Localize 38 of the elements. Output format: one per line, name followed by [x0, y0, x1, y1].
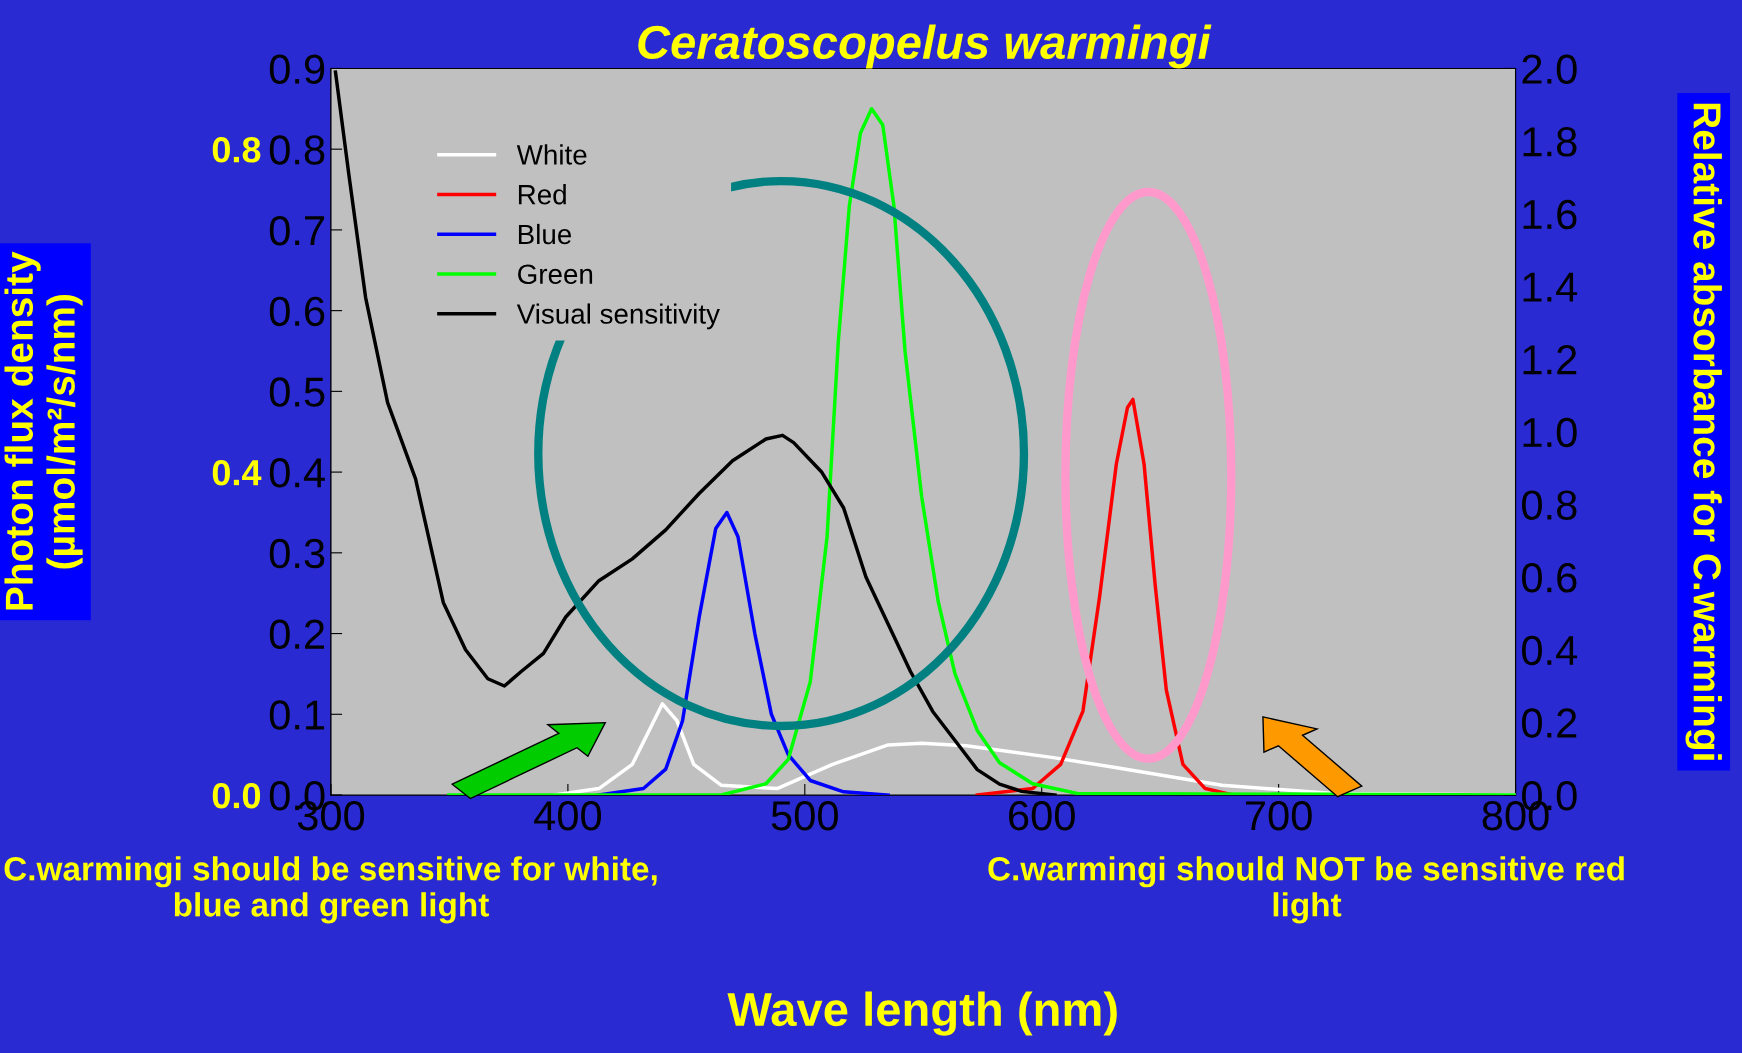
legend-label: Red: [518, 184, 566, 205]
x-tick-label: 700: [1246, 800, 1312, 831]
y2-tick-label: 0.8: [1522, 490, 1577, 520]
x-tick-label: 600: [1009, 800, 1075, 831]
y-tick-label: 0.8: [269, 135, 325, 165]
y-tick-label: 0.5: [269, 377, 325, 407]
y2-tick-label: 1.2: [1523, 345, 1577, 375]
y2-tick-label: 0.2: [1522, 708, 1577, 738]
y2-tick-label: 1.6: [1523, 199, 1577, 230]
legend-label: Blue: [518, 223, 572, 245]
x-axis-title: Wave length (nm): [727, 991, 1117, 1036]
y3-tick-label: 0.0: [212, 782, 261, 809]
y-tick-label: 0.7: [269, 215, 325, 246]
y-tick-label: 0.9: [269, 54, 325, 84]
y-axis-title: Photon flux density (µmol/m²/s/nm): [4, 251, 83, 610]
y2-tick-label: 2.0: [1522, 54, 1577, 84]
text: C.warmingi should be sensitive for white, blue and green light: [4, 856, 657, 924]
y2-tick-label: 1.4: [1523, 272, 1578, 302]
y2-tick-label: 1.8: [1523, 127, 1577, 157]
legend-label: Green: [518, 264, 593, 285]
chart-title: Ceratoscopelus warmingi: [638, 24, 1212, 69]
legend-label: Visual sensitivity: [516, 303, 720, 330]
y3-tick-label: 0.8: [212, 137, 261, 163]
y3-tick-label: 0.4: [212, 459, 262, 486]
x-tick-label: 500: [771, 800, 838, 831]
y-tick-label: 0.6: [269, 296, 325, 327]
legend-label: White: [516, 144, 587, 165]
x-tick-label: 400: [534, 800, 602, 831]
y-tick-label: 0.2: [269, 619, 325, 650]
y2-axis-title: Relative absorbance for C.warmingi: [1685, 103, 1722, 760]
y2-tick-label: 0.4: [1522, 635, 1578, 666]
y-tick-label: 0.4: [269, 458, 325, 488]
y2-tick-label: 1.0: [1523, 417, 1577, 448]
y-tick-label: 0.1: [269, 700, 325, 730]
text: C.warmingi should NOT be sensitive red light: [988, 856, 1624, 924]
y-tick-label: 0.3: [269, 538, 325, 569]
y2-tick-label: 0.6: [1522, 563, 1577, 593]
line-series: [447, 107, 1516, 796]
